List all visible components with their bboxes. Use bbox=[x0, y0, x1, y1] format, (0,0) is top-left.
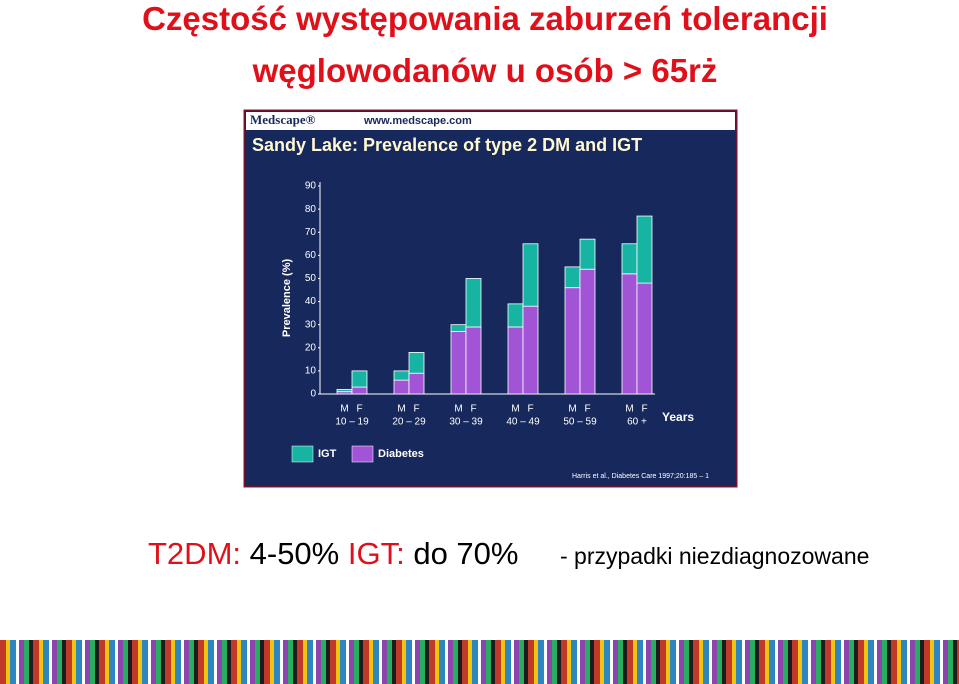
decorative-strip bbox=[0, 640, 959, 684]
bar-segment bbox=[351, 386, 368, 395]
legend-label: Diabetes bbox=[378, 448, 424, 460]
x-tick-label: M bbox=[340, 404, 348, 415]
t2dm-label: T2DM: bbox=[148, 536, 241, 571]
bar-segment bbox=[621, 273, 638, 395]
y-tick-label: 30 bbox=[305, 319, 317, 330]
bar-segment bbox=[522, 305, 539, 395]
y-tick-label: 0 bbox=[310, 389, 316, 400]
slide-title: Częstość występowania zaburzeń tolerancj… bbox=[142, 0, 828, 37]
brand: Medscape® bbox=[250, 112, 316, 127]
bar-segment bbox=[564, 287, 581, 395]
bar-segment bbox=[636, 282, 653, 395]
y-tick-label: 80 bbox=[305, 204, 317, 215]
x-tick-label: F bbox=[356, 404, 362, 415]
x-tick-label: F bbox=[641, 404, 647, 415]
x-tick-label: F bbox=[470, 404, 476, 415]
group-label: 50 – 59 bbox=[563, 417, 597, 428]
bar-segment bbox=[393, 379, 410, 395]
y-tick-label: 70 bbox=[305, 227, 317, 238]
igt-value: do 70% bbox=[413, 536, 519, 571]
legend-label: IGT bbox=[318, 448, 337, 460]
source: Harris et al., Diabetes Care 1997;20:185… bbox=[572, 473, 709, 480]
group-label: 30 – 39 bbox=[449, 417, 483, 428]
group-label: 60 + bbox=[627, 417, 647, 428]
bar-segment bbox=[507, 303, 524, 328]
bar-segment bbox=[465, 326, 482, 395]
group-label: 40 – 49 bbox=[506, 417, 540, 428]
bar-segment bbox=[351, 370, 368, 388]
url: www.medscape.com bbox=[363, 115, 472, 127]
summary-note: - przypadki niezdiagnozowane bbox=[560, 543, 870, 569]
bar-segment bbox=[393, 370, 410, 381]
summary: T2DM: 4-50% IGT: do 70% bbox=[148, 536, 518, 572]
chart-header bbox=[246, 112, 735, 130]
y-tick-label: 90 bbox=[305, 181, 317, 192]
bar-segment bbox=[465, 278, 482, 328]
bar-segment bbox=[579, 238, 596, 270]
x-tick-label: M bbox=[625, 404, 633, 415]
chart-frame bbox=[243, 109, 738, 488]
igt-label: IGT: bbox=[347, 536, 405, 571]
bar-segment bbox=[579, 268, 596, 395]
bar-segment bbox=[450, 331, 467, 395]
bar-segment bbox=[336, 388, 353, 393]
y-tick-label: 40 bbox=[305, 296, 317, 307]
bar-segment bbox=[450, 324, 467, 332]
x-tick-label: M bbox=[511, 404, 519, 415]
bar-segment bbox=[636, 215, 653, 284]
x-tick-label: M bbox=[397, 404, 405, 415]
x-tick-label: M bbox=[454, 404, 462, 415]
bar-segment bbox=[507, 326, 524, 395]
slide-title: węglowodanów u osób > 65rż bbox=[252, 52, 718, 89]
chart-title: Sandy Lake: Prevalence of type 2 DM and … bbox=[252, 135, 642, 155]
legend-swatch bbox=[351, 445, 374, 463]
x-tick-label: M bbox=[568, 404, 576, 415]
x-tick-label: F bbox=[527, 404, 533, 415]
y-tick-label: 50 bbox=[305, 273, 317, 284]
x-axis-label: Years bbox=[662, 410, 694, 424]
group-label: 20 – 29 bbox=[392, 417, 426, 428]
bar-segment bbox=[408, 372, 425, 395]
bar-segment bbox=[621, 243, 638, 275]
legend-swatch bbox=[291, 445, 314, 463]
y-tick-label: 10 bbox=[305, 366, 317, 377]
chart: Medscape® www.medscape.com Sandy Lake: P… bbox=[243, 109, 738, 488]
t2dm-value: 4-50% bbox=[249, 536, 340, 571]
bar-segment bbox=[522, 243, 539, 307]
bar-segment bbox=[408, 351, 425, 374]
bar-segment bbox=[564, 266, 581, 289]
y-tick-label: 60 bbox=[305, 250, 317, 261]
y-axis-label: Prevalence (%) bbox=[281, 259, 293, 338]
x-tick-label: F bbox=[584, 404, 590, 415]
group-label: 10 – 19 bbox=[335, 417, 369, 428]
y-tick-label: 20 bbox=[305, 342, 317, 353]
x-tick-label: F bbox=[413, 404, 419, 415]
